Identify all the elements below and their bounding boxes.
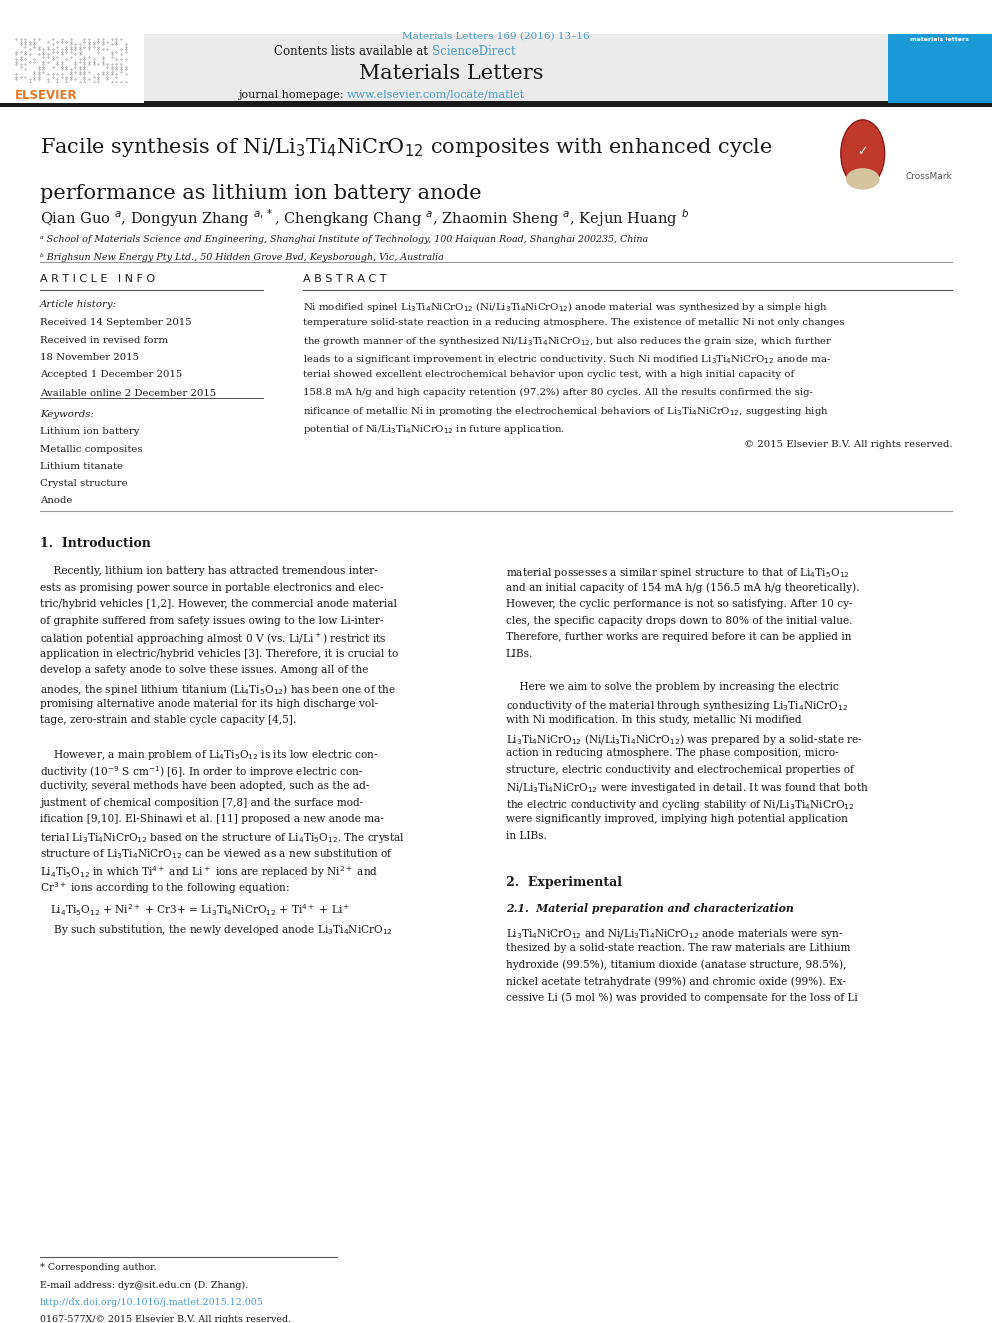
Text: in LIBs.: in LIBs.: [506, 831, 547, 841]
Text: http://dx.doi.org/10.1016/j.matlet.2015.12.005: http://dx.doi.org/10.1016/j.matlet.2015.…: [40, 1298, 264, 1307]
Text: 18 November 2015: 18 November 2015: [40, 353, 139, 363]
Bar: [0, 34, 144, 103]
Text: journal homepage:: journal homepage:: [238, 90, 347, 101]
Text: A R T I C L E   I N F O: A R T I C L E I N F O: [40, 274, 155, 284]
Text: structure of Li$_3$Ti$_4$NiCrO$_{12}$ can be viewed as a new substitution of: structure of Li$_3$Ti$_4$NiCrO$_{12}$ ca…: [40, 848, 393, 861]
Text: Ni/Li$_3$Ti$_4$NiCrO$_{12}$ were investigated in detail. It was found that both: Ni/Li$_3$Ti$_4$NiCrO$_{12}$ were investi…: [506, 781, 869, 795]
Text: justment of chemical composition [7,8] and the surface mod-: justment of chemical composition [7,8] a…: [40, 798, 363, 808]
Text: 2.1.  Material preparation and characterization: 2.1. Material preparation and characteri…: [506, 904, 794, 914]
Text: Keywords:: Keywords:: [40, 410, 93, 419]
Text: A B S T R A C T: A B S T R A C T: [303, 274, 386, 284]
Text: hydroxide (99.5%), titanium dioxide (anatase structure, 98.5%),: hydroxide (99.5%), titanium dioxide (ana…: [506, 960, 846, 970]
Text: LIBs.: LIBs.: [506, 650, 534, 659]
Text: E-mail address: dyz@sit.edu.cn (D. Zhang).: E-mail address: dyz@sit.edu.cn (D. Zhang…: [40, 1281, 248, 1290]
Text: tage, zero-strain and stable cycle capacity [4,5].: tage, zero-strain and stable cycle capac…: [40, 714, 296, 725]
Text: Contents lists available at: Contents lists available at: [274, 45, 432, 58]
Text: Ni modified spinel Li$_3$Ti$_4$NiCrO$_{12}$ (Ni/Li$_3$Ti$_4$NiCrO$_{12}$) anode : Ni modified spinel Li$_3$Ti$_4$NiCrO$_{1…: [303, 300, 827, 315]
Text: the electric conductivity and cycling stability of Ni/Li$_3$Ti$_4$NiCrO$_{12}$: the electric conductivity and cycling st…: [506, 798, 854, 812]
Text: Materials Letters: Materials Letters: [359, 64, 544, 82]
Text: ification [9,10]. El-Shinawi et al. [11] proposed a new anode ma-: ification [9,10]. El-Shinawi et al. [11]…: [40, 815, 384, 824]
Text: © 2015 Elsevier B.V. All rights reserved.: © 2015 Elsevier B.V. All rights reserved…: [744, 441, 952, 448]
Text: ductivity, several methods have been adopted, such as the ad-: ductivity, several methods have been ado…: [40, 781, 369, 791]
Text: Materials Letters 169 (2016) 13–16: Materials Letters 169 (2016) 13–16: [402, 32, 590, 41]
Text: Available online 2 December 2015: Available online 2 December 2015: [40, 389, 216, 398]
Text: Facile synthesis of Ni/Li$_3$Ti$_4$NiCrO$_{12}$ composites with enhanced cycle: Facile synthesis of Ni/Li$_3$Ti$_4$NiCrO…: [40, 136, 773, 159]
Text: CrossMark: CrossMark: [906, 172, 952, 181]
Bar: [144, 34, 888, 103]
Text: temperature solid-state reaction in a reducing atmosphere. The existence of meta: temperature solid-state reaction in a re…: [303, 318, 844, 327]
Text: Here we aim to solve the problem by increasing the electric: Here we aim to solve the problem by incr…: [506, 683, 838, 692]
Text: potential of Ni/Li$_3$Ti$_4$NiCrO$_{12}$ in future application.: potential of Ni/Li$_3$Ti$_4$NiCrO$_{12}$…: [303, 422, 564, 435]
Text: Accepted 1 December 2015: Accepted 1 December 2015: [40, 370, 182, 380]
Text: ests as promising power source in portable electronics and elec-: ests as promising power source in portab…: [40, 582, 383, 593]
Text: ᵃ School of Materials Science and Engineering, Shanghai Institute of Technology,: ᵃ School of Materials Science and Engine…: [40, 235, 648, 245]
Text: calation potential approaching almost 0 V (vs. Li/Li$^+$) restrict its: calation potential approaching almost 0 …: [40, 632, 386, 647]
Text: materials letters: materials letters: [910, 37, 969, 42]
Text: develop a safety anode to solve these issues. Among all of the: develop a safety anode to solve these is…: [40, 665, 368, 676]
Text: anodes, the spinel lithium titanium (Li$_4$Ti$_5$O$_{12}$) has been one of the: anodes, the spinel lithium titanium (Li$…: [40, 683, 396, 697]
Text: Li$_4$Ti$_5$O$_{12}$ in which Ti$^{4+}$ and Li$^+$ ions are replaced by Ni$^{2+}: Li$_4$Ti$_5$O$_{12}$ in which Ti$^{4+}$ …: [40, 864, 378, 880]
Text: Crystal structure: Crystal structure: [40, 479, 127, 488]
Text: Li$_3$Ti$_4$NiCrO$_{12}$ and Ni/Li$_3$Ti$_4$NiCrO$_{12}$ anode materials were sy: Li$_3$Ti$_4$NiCrO$_{12}$ and Ni/Li$_3$Ti…: [506, 927, 843, 941]
Text: cles, the specific capacity drops down to 80% of the initial value.: cles, the specific capacity drops down t…: [506, 617, 852, 626]
Text: terial Li$_3$Ti$_4$NiCrO$_{12}$ based on the structure of Li$_4$Ti$_5$O$_{12}$. : terial Li$_3$Ti$_4$NiCrO$_{12}$ based on…: [40, 831, 405, 845]
Text: 158.8 mA h/g and high capacity retention (97.2%) after 80 cycles. All the result: 158.8 mA h/g and high capacity retention…: [303, 388, 812, 397]
Text: Recently, lithium ion battery has attracted tremendous inter-: Recently, lithium ion battery has attrac…: [40, 566, 377, 577]
Text: Lithium ion battery: Lithium ion battery: [40, 427, 139, 437]
Text: were significantly improved, implying high potential application: were significantly improved, implying hi…: [506, 815, 848, 824]
Text: Therefore, further works are required before it can be applied in: Therefore, further works are required be…: [506, 632, 851, 643]
Text: terial showed excellent electrochemical behavior upon cyclic test, with a high i: terial showed excellent electrochemical …: [303, 370, 794, 380]
Text: performance as lithium ion battery anode: performance as lithium ion battery anode: [40, 184, 481, 202]
Text: of graphite suffered from safety issues owing to the low Li-inter-: of graphite suffered from safety issues …: [40, 617, 383, 626]
Text: material possesses a similar spinel structure to that of Li$_4$Ti$_5$O$_{12}$: material possesses a similar spinel stru…: [506, 566, 850, 581]
Text: Metallic composites: Metallic composites: [40, 445, 142, 454]
Text: Li$_3$Ti$_4$NiCrO$_{12}$ (Ni/Li$_3$Ti$_4$NiCrO$_{12}$) was prepared by a solid-s: Li$_3$Ti$_4$NiCrO$_{12}$ (Ni/Li$_3$Ti$_4…: [506, 732, 863, 746]
Text: Anode: Anode: [40, 496, 72, 505]
Text: Li$_4$Ti$_5$O$_{12}$ + Ni$^{2+}$ + Cr3+ = Li$_3$Ti$_4$NiCrO$_{12}$ + Ti$^{4+}$ +: Li$_4$Ti$_5$O$_{12}$ + Ni$^{2+}$ + Cr3+ …: [50, 902, 350, 918]
Text: thesized by a solid-state reaction. The raw materials are Lithium: thesized by a solid-state reaction. The …: [506, 943, 850, 954]
Text: 1.  Introduction: 1. Introduction: [40, 537, 151, 550]
Text: structure, electric conductivity and electrochemical properties of: structure, electric conductivity and ele…: [506, 765, 854, 775]
Text: the growth manner of the synthesized Ni/Li$_3$Ti$_4$NiCrO$_{12}$, but also reduc: the growth manner of the synthesized Ni/…: [303, 335, 832, 348]
Text: and an initial capacity of 154 mA h/g (156.5 mA h/g theoretically).: and an initial capacity of 154 mA h/g (1…: [506, 582, 859, 593]
Text: nickel acetate tetrahydrate (99%) and chromic oxide (99%). Ex-: nickel acetate tetrahydrate (99%) and ch…: [506, 976, 846, 987]
Text: tric/hybrid vehicles [1,2]. However, the commercial anode material: tric/hybrid vehicles [1,2]. However, the…: [40, 599, 397, 610]
Text: Lithium titanate: Lithium titanate: [40, 462, 123, 471]
Text: conductivity of the material through synthesizing Li$_3$Ti$_4$NiCrO$_{12}$: conductivity of the material through syn…: [506, 699, 848, 713]
Text: 2.  Experimental: 2. Experimental: [506, 877, 622, 889]
Text: ELSEVIER: ELSEVIER: [15, 89, 77, 102]
Text: Article history:: Article history:: [40, 300, 117, 310]
Text: By such substitution, the newly developed anode Li$_3$Ti$_4$NiCrO$_{12}$: By such substitution, the newly develope…: [40, 923, 393, 938]
Text: application in electric/hybrid vehicles [3]. Therefore, it is crucial to: application in electric/hybrid vehicles …: [40, 650, 398, 659]
Text: promising alternative anode material for its high discharge vol-: promising alternative anode material for…: [40, 699, 378, 709]
Text: www.elsevier.com/locate/matlet: www.elsevier.com/locate/matlet: [347, 90, 526, 101]
Text: nificance of metallic Ni in promoting the electrochemical behaviors of Li$_3$Ti$: nificance of metallic Ni in promoting th…: [303, 405, 828, 418]
Text: ScienceDirect: ScienceDirect: [432, 45, 515, 58]
Text: Received in revised form: Received in revised form: [40, 336, 168, 345]
Bar: [888, 34, 992, 103]
Text: leads to a significant improvement in electric conductivity. Such Ni modified Li: leads to a significant improvement in el…: [303, 353, 831, 365]
Text: with Ni modification. In this study, metallic Ni modified: with Ni modification. In this study, met…: [506, 714, 802, 725]
Bar: [0, 101, 992, 107]
Text: * Corresponding author.: * Corresponding author.: [40, 1263, 157, 1273]
Text: However, the cyclic performance is not so satisfying. After 10 cy-: However, the cyclic performance is not s…: [506, 599, 852, 610]
Text: Qian Guo $^a$, Dongyun Zhang $^{a,*}$, Chengkang Chang $^a$, Zhaomin Sheng $^a$,: Qian Guo $^a$, Dongyun Zhang $^{a,*}$, C…: [40, 208, 688, 229]
Text: action in reducing atmosphere. The phase composition, micro-: action in reducing atmosphere. The phase…: [506, 749, 838, 758]
Text: ᵇ Brighsun New Energy Pty Ltd., 50 Hidden Grove Bvd, Keysborough, Vic, Australia: ᵇ Brighsun New Energy Pty Ltd., 50 Hidde…: [40, 253, 443, 262]
Text: Received 14 September 2015: Received 14 September 2015: [40, 318, 191, 327]
Text: cessive Li (5 mol %) was provided to compensate for the loss of Li: cessive Li (5 mol %) was provided to com…: [506, 992, 858, 1003]
Text: 0167-577X/© 2015 Elsevier B.V. All rights reserved.: 0167-577X/© 2015 Elsevier B.V. All right…: [40, 1315, 291, 1323]
Text: However, a main problem of Li$_4$Ti$_5$O$_{12}$ is its low electric con-: However, a main problem of Li$_4$Ti$_5$O…: [40, 749, 379, 762]
Text: ductivity (10$^{-9}$ S cm$^{-1}$) [6]. In order to improve electric con-: ductivity (10$^{-9}$ S cm$^{-1}$) [6]. I…: [40, 765, 363, 781]
Text: Cr$^{3+}$ ions according to the following equation:: Cr$^{3+}$ ions according to the followin…: [40, 881, 290, 896]
